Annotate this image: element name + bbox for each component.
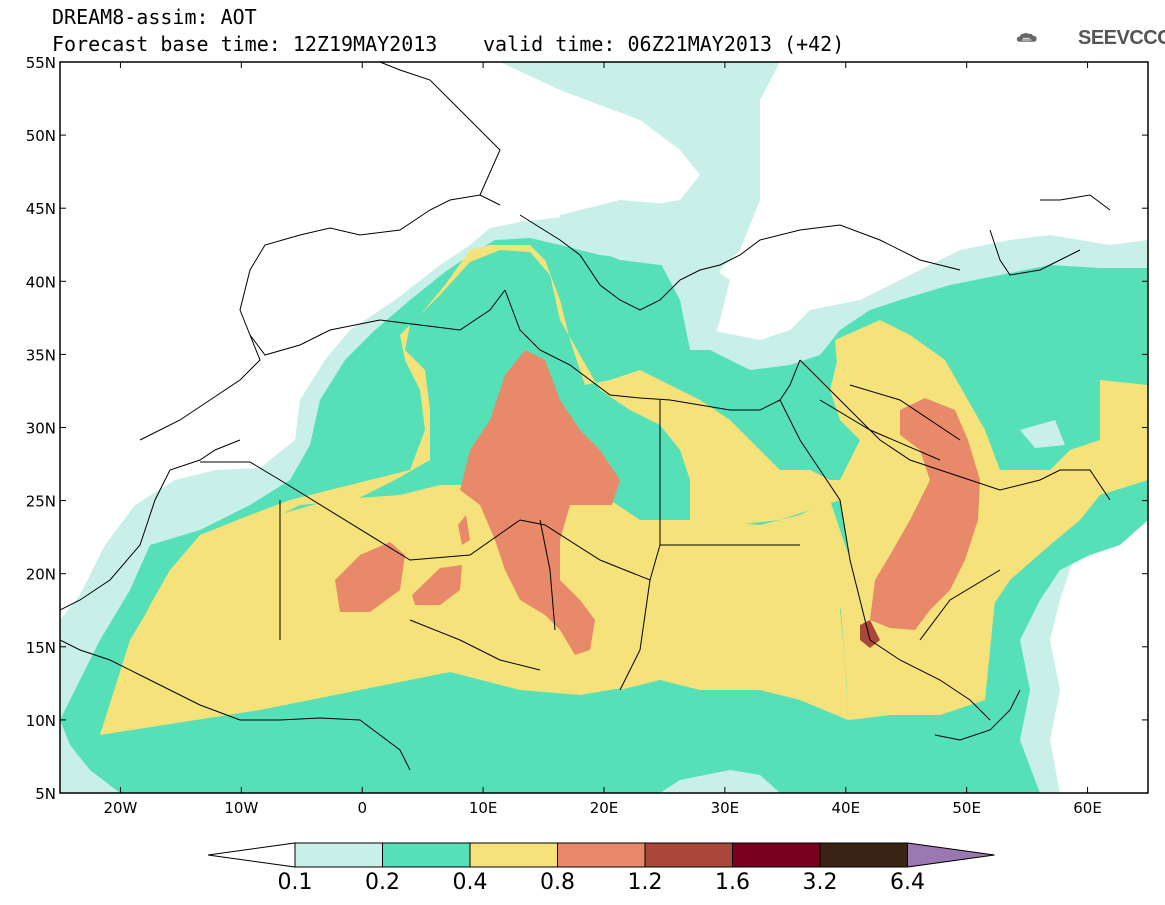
colorbar-segment (732, 842, 821, 868)
colorbar-segment (382, 842, 471, 868)
map-title: DREAM8-assim: AOT (52, 5, 257, 29)
lat-tick-label: 45N (26, 200, 56, 218)
colorbar-segment (294, 842, 383, 868)
colorbar-label: 6.4 (890, 870, 925, 895)
lat-tick-label: 15N (26, 639, 56, 657)
lon-tick-label: 20W (103, 799, 137, 817)
colorbar-label: 0.1 (277, 870, 313, 895)
forecast-base-time: Forecast base time: 12Z19MAY2013 (52, 32, 438, 56)
lat-tick-label: 10N (26, 712, 56, 730)
aot-contour-0.8 (460, 350, 620, 655)
lat-tick-label: 5N (35, 785, 56, 803)
lon-tick-label: 10E (469, 799, 498, 817)
colorbar-min-arrow (207, 842, 296, 868)
colorbar-segment (644, 842, 733, 868)
lon-tick-label: 40E (831, 799, 860, 817)
colorbar-segment (469, 842, 558, 868)
colorbar-label: 3.2 (802, 870, 838, 895)
colorbar-label: 1.2 (627, 870, 663, 895)
lat-tick-label: 20N (26, 566, 56, 584)
colorbar-label: 1.6 (715, 870, 750, 895)
colorbar (207, 842, 995, 868)
lat-tick-label: 40N (26, 273, 56, 291)
borders (200, 384, 1001, 691)
colorbar-max-arrow (907, 842, 995, 868)
lat-tick-label: 50N (26, 127, 56, 145)
lon-tick-label: 60E (1073, 799, 1102, 817)
lon-tick-label: 20E (590, 799, 619, 817)
lat-tick-label: 35N (26, 346, 56, 364)
colorbar-label: 0.4 (452, 870, 488, 895)
cloud-logo-icon (1016, 33, 1037, 42)
lat-tick-label: 55N (26, 54, 56, 72)
logo-text: SEEVCCC (1078, 27, 1165, 49)
lat-tick-label: 30N (26, 420, 56, 438)
colorbar-label: 0.8 (540, 870, 575, 895)
lon-axis: 20W 10W 0 10E 20E 30E 40E 50E 60E (103, 62, 1102, 817)
colorbar-segment (557, 842, 646, 868)
lat-tick-label: 25N (26, 493, 56, 511)
colorbar-label: 0.2 (365, 870, 400, 895)
coastlines (60, 62, 1111, 771)
lon-tick-label: 50E (952, 799, 981, 817)
lon-tick-label: 10W (224, 799, 258, 817)
valid-time: valid time: 06Z21MAY2013 (+42) (483, 32, 845, 56)
lon-tick-label: 0 (357, 799, 367, 817)
lat-axis: 55N 50N 45N 40N 35N 30N 25N 20N 15N 10N 5N (26, 54, 1148, 803)
colorbar-segment (819, 842, 908, 868)
lon-tick-label: 30E (711, 799, 740, 817)
aot-field (60, 62, 1148, 793)
